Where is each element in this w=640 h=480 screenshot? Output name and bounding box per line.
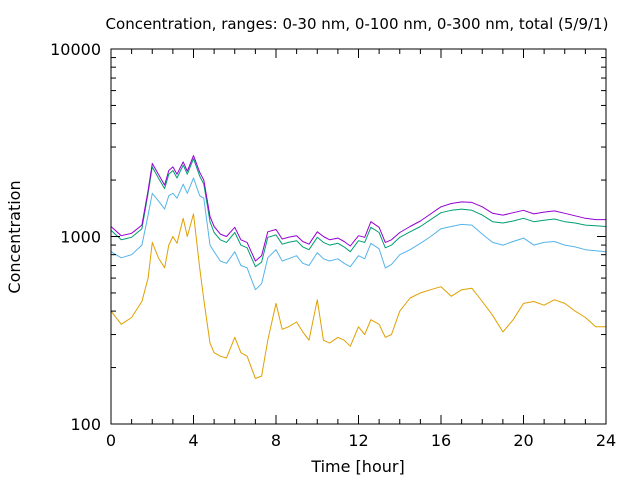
tick-labels: 0 4 8 12 16 20 24 100 1000 10000	[50, 40, 616, 450]
x-tick-label: 20	[513, 431, 533, 450]
ticks-layer	[110, 49, 607, 425]
y-tick-label: 1000	[60, 228, 101, 247]
y-axis-title: Concentration	[5, 180, 24, 293]
x-tick-label: 12	[348, 431, 368, 450]
series-line-1	[110, 213, 606, 379]
y-tick-label: 10000	[50, 40, 101, 59]
plot-frame	[110, 48, 607, 425]
x-tick-label: 0	[106, 431, 116, 450]
series-line-2	[110, 177, 607, 291]
x-axis-title: Time [hour]	[310, 457, 404, 476]
x-tick-label: 8	[271, 431, 281, 450]
series-layer	[110, 155, 607, 379]
x-tick-label: 4	[188, 431, 198, 450]
x-tick-label: 24	[596, 431, 616, 450]
series-line-4	[110, 155, 606, 262]
y-tick-label: 100	[70, 415, 101, 434]
x-tick-label: 16	[431, 431, 451, 450]
chart-title: Concentration, ranges: 0-30 nm, 0-100 nm…	[106, 15, 609, 33]
series-line-3	[110, 158, 607, 268]
